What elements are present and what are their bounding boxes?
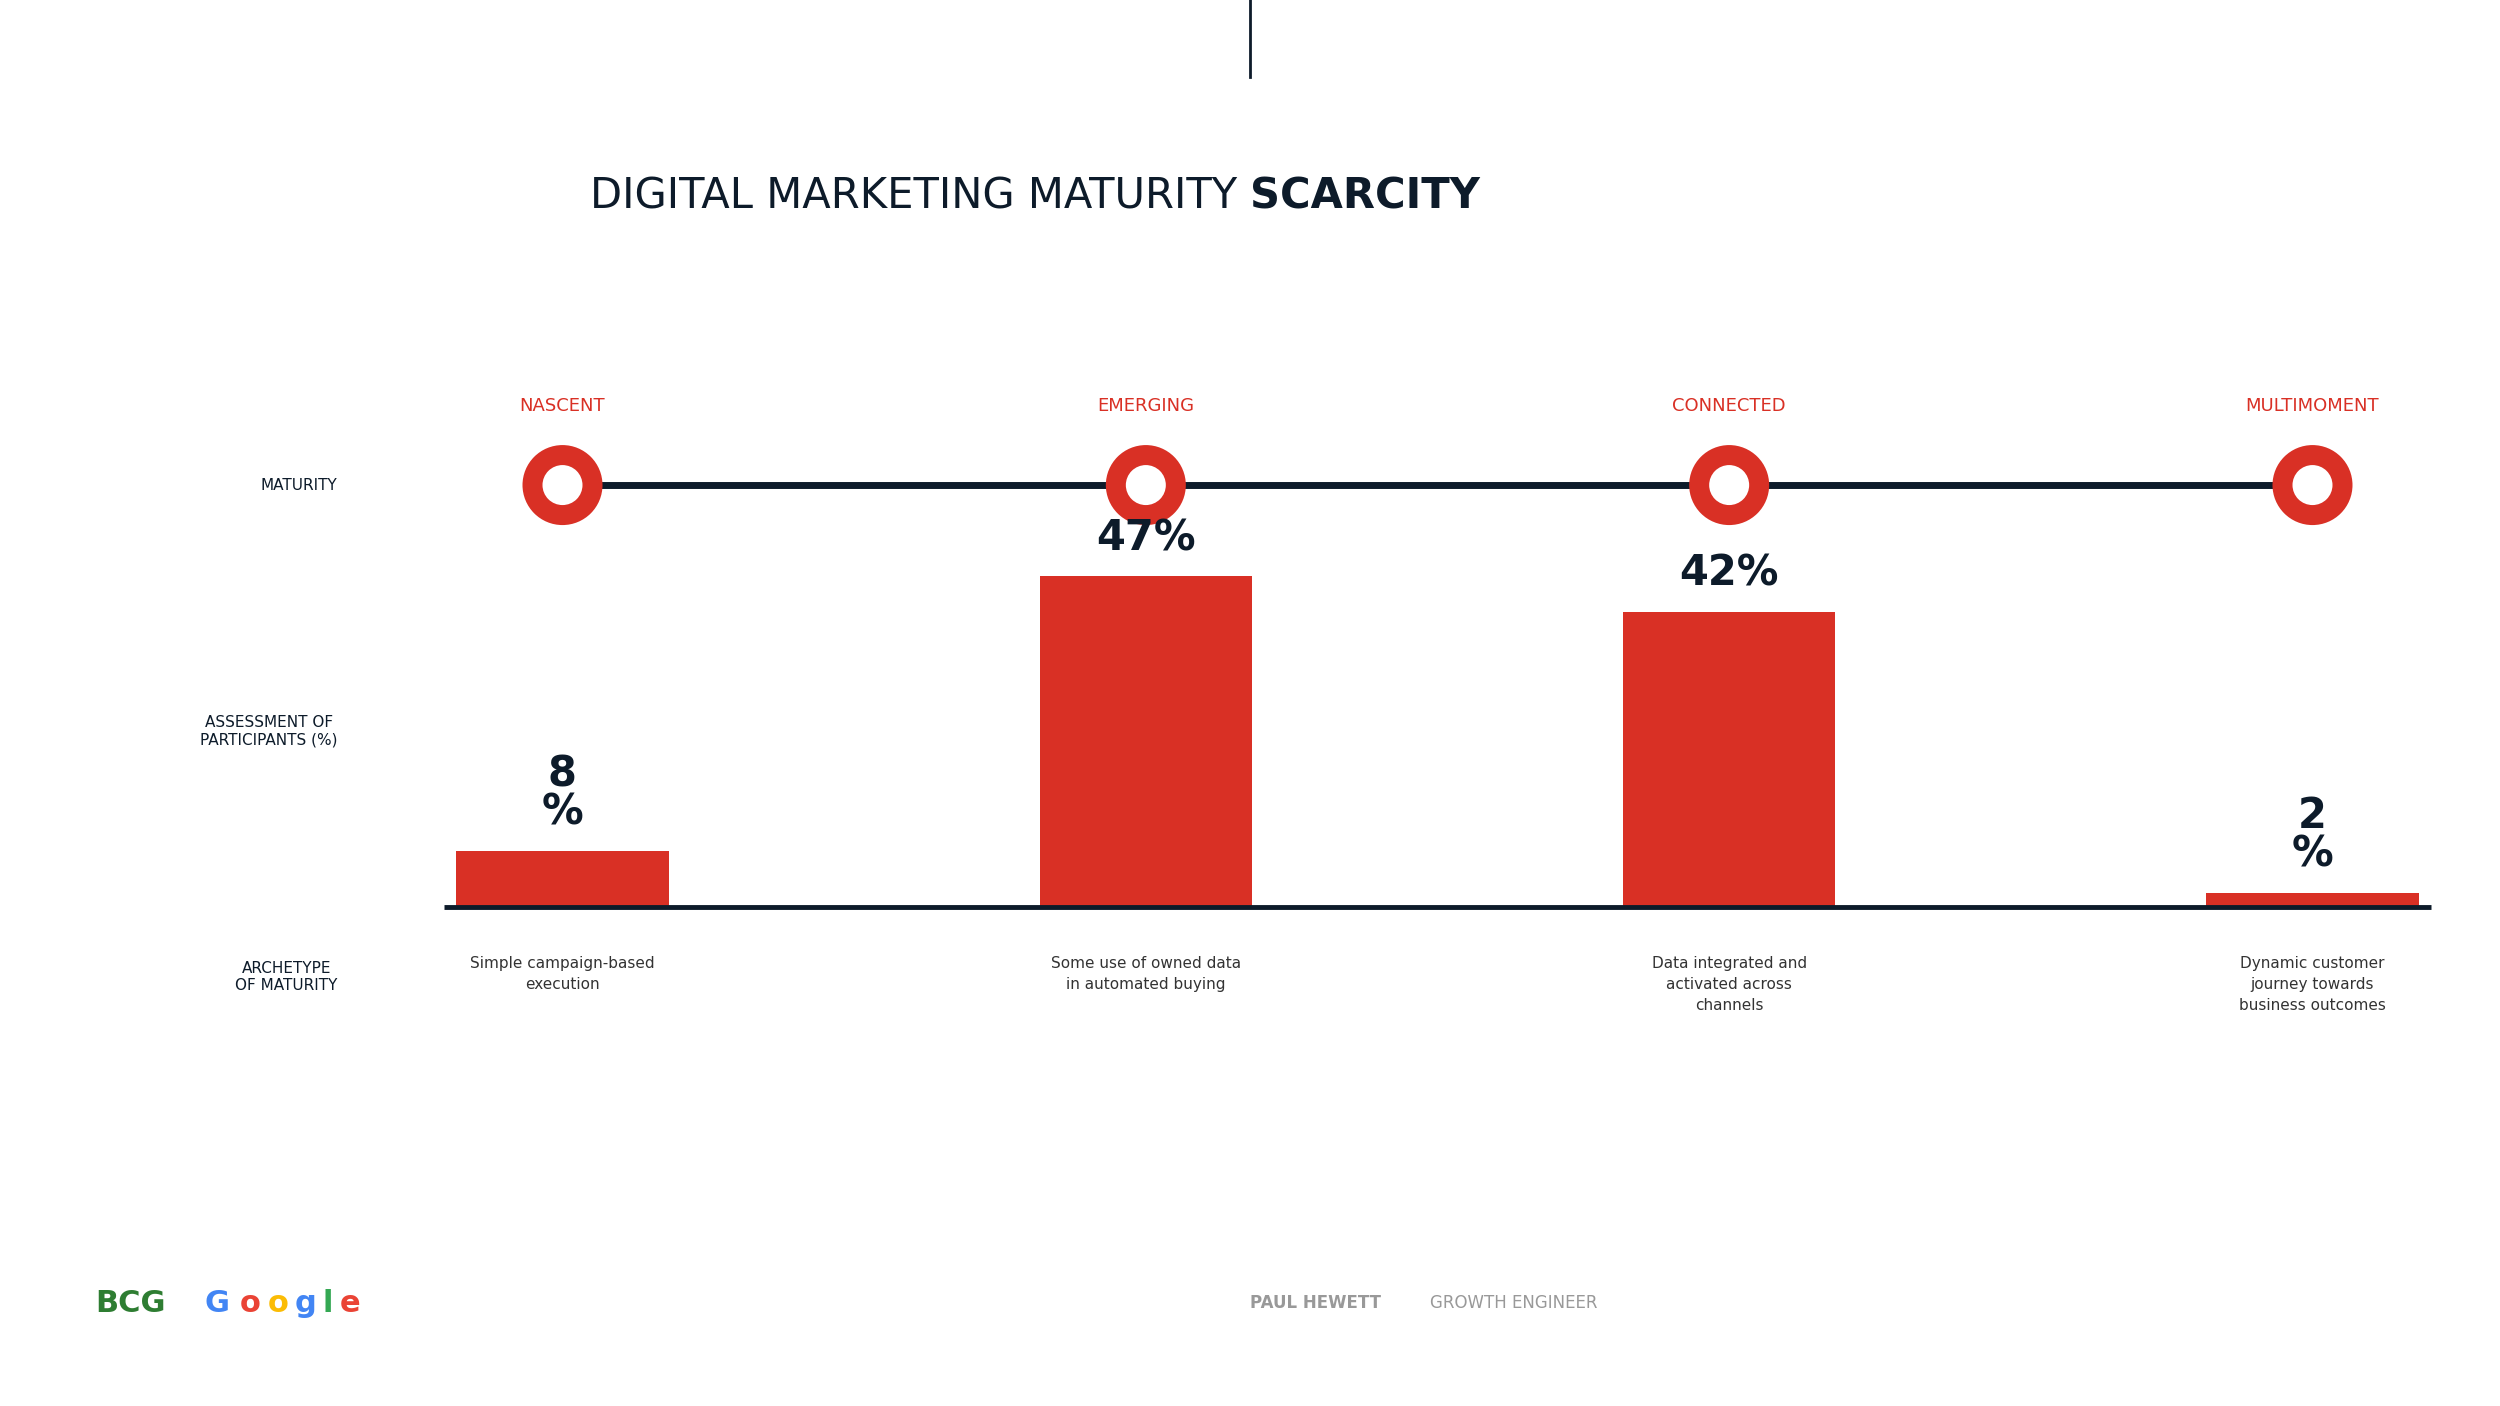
Text: SCARCITY: SCARCITY xyxy=(1250,176,1480,218)
Bar xyxy=(2208,893,2420,907)
Ellipse shape xyxy=(1710,465,1750,505)
Text: BCG: BCG xyxy=(95,1289,165,1317)
Ellipse shape xyxy=(2272,446,2352,524)
Text: o: o xyxy=(268,1289,288,1317)
Text: e: e xyxy=(340,1289,360,1317)
Text: CONNECTED: CONNECTED xyxy=(1672,396,1785,415)
Text: ASSESSMENT OF
PARTICIPANTS (%): ASSESSMENT OF PARTICIPANTS (%) xyxy=(200,714,338,748)
Text: 8
%: 8 % xyxy=(542,754,582,834)
Ellipse shape xyxy=(1125,465,1165,505)
Text: Data integrated and
activated across
channels: Data integrated and activated across cha… xyxy=(1652,956,1807,1014)
Bar xyxy=(1040,576,1252,907)
Text: 2
%: 2 % xyxy=(2292,796,2332,876)
Bar xyxy=(455,851,670,907)
Text: g: g xyxy=(295,1289,318,1317)
Text: G: G xyxy=(205,1289,230,1317)
Text: MATURITY: MATURITY xyxy=(260,478,338,492)
Text: o: o xyxy=(240,1289,260,1317)
Text: 47%: 47% xyxy=(1095,517,1195,560)
Text: 42%: 42% xyxy=(1680,553,1780,595)
Text: EMERGING: EMERGING xyxy=(1098,396,1195,415)
Text: Some use of owned data
in automated buying: Some use of owned data in automated buyi… xyxy=(1050,956,1240,993)
Ellipse shape xyxy=(1690,446,1770,524)
Ellipse shape xyxy=(1105,446,1185,524)
Ellipse shape xyxy=(522,446,602,524)
Text: DIGITAL MARKETING MATURITY: DIGITAL MARKETING MATURITY xyxy=(590,176,1250,218)
Text: MULTIMOMENT: MULTIMOMENT xyxy=(2245,396,2380,415)
Text: l: l xyxy=(322,1289,332,1317)
Text: NASCENT: NASCENT xyxy=(520,396,605,415)
Text: Simple campaign-based
execution: Simple campaign-based execution xyxy=(470,956,655,993)
Bar xyxy=(1622,612,1835,907)
Text: GROWTH ENGINEER: GROWTH ENGINEER xyxy=(1430,1295,1598,1312)
Ellipse shape xyxy=(2292,465,2332,505)
Ellipse shape xyxy=(542,465,582,505)
Text: Dynamic customer
journey towards
business outcomes: Dynamic customer journey towards busines… xyxy=(2240,956,2385,1014)
Text: PAUL HEWETT: PAUL HEWETT xyxy=(1250,1295,1380,1312)
Text: ARCHETYPE
OF MATURITY: ARCHETYPE OF MATURITY xyxy=(235,960,338,994)
